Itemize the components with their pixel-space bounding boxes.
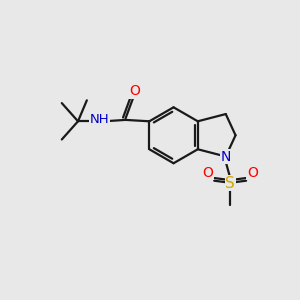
Text: O: O — [247, 166, 258, 180]
Text: O: O — [202, 166, 214, 180]
Text: NH: NH — [90, 113, 109, 126]
Text: N: N — [220, 149, 231, 164]
Text: S: S — [225, 176, 235, 190]
Text: O: O — [129, 84, 140, 98]
